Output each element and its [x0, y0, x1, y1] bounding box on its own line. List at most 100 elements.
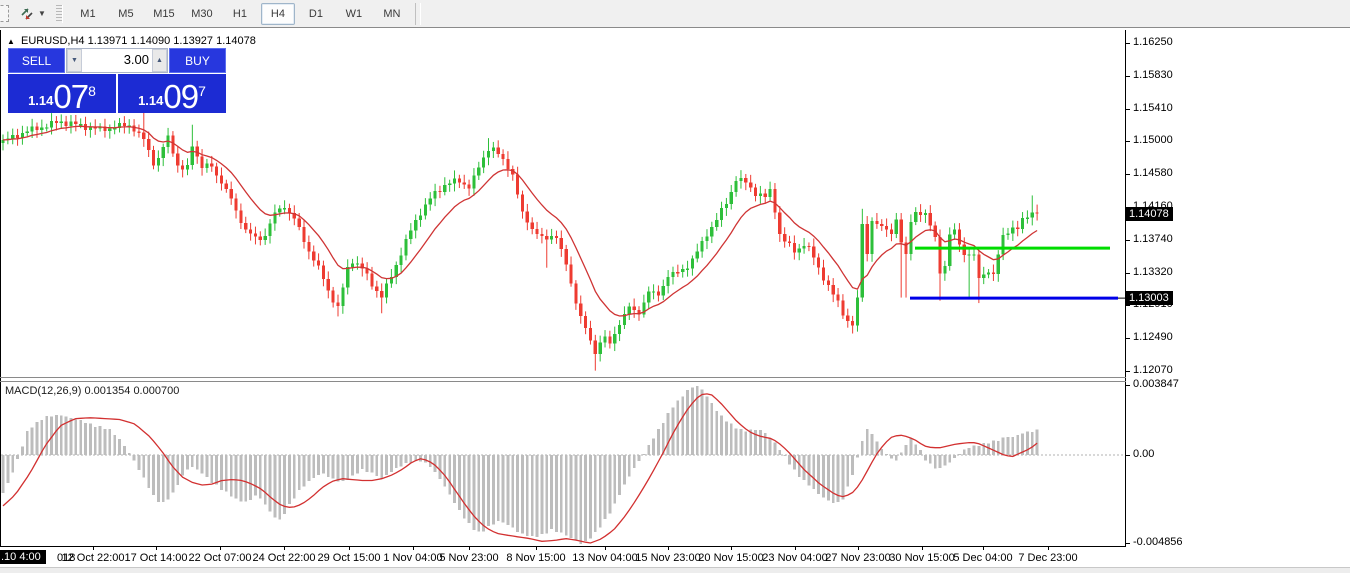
macd-histogram-bar — [924, 455, 927, 461]
chart-plot-area[interactable]: ▲ EURUSD,H4 1.13971 1.14090 1.13927 1.14… — [0, 28, 1126, 547]
candle-body — [64, 121, 68, 126]
candle-body — [734, 181, 738, 193]
candle-body — [113, 128, 117, 130]
time-axis[interactable]: .10 4:00 018 12 Oct 22:00 17 Oct 14:00 22 … — [0, 547, 1126, 567]
macd-histogram-bar — [84, 423, 87, 455]
macd-histogram-bar — [574, 455, 578, 541]
tab-timeframe-m5[interactable]: M5 — [118, 7, 134, 20]
macd-histogram-bar — [244, 455, 248, 502]
candle-body — [914, 211, 918, 222]
price-tick: 1.14580 — [1133, 167, 1173, 179]
buy-price-sup: 7 — [198, 83, 206, 99]
macd-histogram-bar — [695, 386, 699, 455]
candle-body — [297, 218, 301, 227]
macd-histogram-bar — [613, 455, 617, 504]
candle-body — [967, 254, 971, 256]
chevron-down-icon: ▼ — [38, 9, 46, 18]
time-axis-label: 8 Nov 15:00 — [506, 552, 566, 564]
tab-timeframe-m30[interactable]: M30 — [191, 7, 213, 20]
tab-timeframe-w1[interactable]: W1 — [345, 7, 363, 20]
chart-canvas[interactable] — [0, 28, 1126, 547]
buy-button[interactable]: BUY — [169, 48, 226, 73]
candle-body — [831, 285, 835, 295]
macd-histogram-bar — [215, 455, 219, 485]
toolbar-grip[interactable] — [55, 4, 63, 23]
candle-body — [841, 300, 845, 316]
candle-body — [54, 120, 59, 123]
volume-decrease-button[interactable]: ▼ — [67, 49, 82, 72]
macd-histogram-bar — [404, 455, 408, 463]
macd-histogram-bar — [467, 455, 471, 524]
macd-histogram-bar — [491, 455, 495, 525]
macd-histogram-bar — [59, 415, 63, 455]
macd-histogram-bar — [249, 455, 253, 501]
macd-histogram-bar — [647, 445, 651, 455]
candle-body — [355, 263, 360, 265]
candle-body — [787, 241, 792, 243]
candle-body — [797, 248, 801, 253]
tab-timeframe-m15[interactable]: M15 — [153, 7, 175, 20]
candle-body — [205, 163, 209, 169]
macd-histogram-bar — [501, 455, 505, 523]
macd-histogram-bar — [341, 455, 345, 481]
candle-body — [1006, 233, 1010, 236]
candle-body — [923, 212, 928, 216]
volume-value[interactable]: 3.00 — [123, 52, 149, 67]
candle-body — [79, 124, 83, 126]
crosshair-box-icon[interactable] — [0, 5, 9, 22]
candle-body — [588, 328, 593, 341]
candle-body — [423, 204, 427, 216]
sell-price-tile[interactable]: 1.14 07 8 — [8, 74, 116, 113]
macd-layer — [1, 386, 1125, 544]
macd-histogram-bar — [812, 455, 816, 489]
macd-histogram-bar — [938, 455, 942, 468]
candle-body — [11, 134, 15, 139]
price-tick: 1.15000 — [1133, 134, 1173, 146]
price-axis[interactable]: 1.16250 1.15830 1.15410 1.15000 1.14580 1.141… — [1126, 28, 1350, 548]
buy-price-prefix: 1.14 — [138, 93, 164, 108]
macd-histogram-bar — [555, 455, 558, 532]
buy-price-tile[interactable]: 1.14 09 7 — [118, 74, 226, 113]
candle-body — [171, 135, 175, 154]
candle-body — [875, 220, 879, 224]
candle-body — [516, 174, 520, 195]
macd-histogram-bar — [953, 455, 956, 458]
macd-histogram-bar — [724, 421, 728, 455]
candle-body — [302, 226, 306, 243]
macd-histogram-bar — [302, 455, 306, 487]
macd-histogram-bar — [618, 455, 621, 495]
macd-histogram-bar — [98, 426, 102, 455]
tab-timeframe-m1[interactable]: M1 — [80, 7, 96, 20]
candle-body — [685, 268, 690, 270]
tab-timeframe-d1[interactable]: D1 — [308, 7, 323, 20]
tab-timeframe-h4[interactable]: H4 — [260, 2, 295, 25]
sell-button[interactable]: SELL — [8, 48, 65, 73]
macd-histogram-bar — [171, 455, 175, 493]
candle-body — [511, 169, 515, 175]
macd-label: MACD(12,26,9) 0.001354 0.000700 — [5, 385, 179, 397]
candle-body — [715, 219, 719, 228]
volume-increase-button[interactable]: ▲ — [152, 49, 167, 72]
tab-timeframe-h1[interactable]: H1 — [232, 7, 247, 20]
price-tick-mark — [1126, 305, 1130, 306]
time-axis-label: 30 Nov 15:00 — [889, 552, 955, 564]
macd-histogram-bar — [603, 455, 607, 519]
macd-histogram-bar — [297, 455, 301, 491]
price-tick-mark — [1126, 174, 1130, 175]
indicator-arrows-button[interactable]: ▼ — [19, 6, 46, 22]
candle-body — [467, 184, 471, 189]
macd-histogram-bar — [661, 422, 665, 455]
macd-signal-line — [2, 393, 1038, 544]
macd-histogram-bar — [234, 455, 238, 499]
candle-body — [185, 165, 190, 170]
toolbar-separator — [414, 2, 421, 25]
buy-price-big: 09 — [163, 78, 199, 115]
timeframe-button-group: M1 M5 M15 M30 H1 H4 D1 W1 MN — [69, 2, 411, 25]
candle-body — [773, 188, 777, 213]
cycle-arrows-icon — [21, 7, 33, 20]
tab-timeframe-mn[interactable]: MN — [383, 7, 401, 20]
macd-histogram-bar — [1021, 433, 1024, 455]
macd-histogram-bar — [1006, 437, 1010, 455]
candle-body — [249, 229, 253, 234]
candle-body — [885, 225, 889, 230]
